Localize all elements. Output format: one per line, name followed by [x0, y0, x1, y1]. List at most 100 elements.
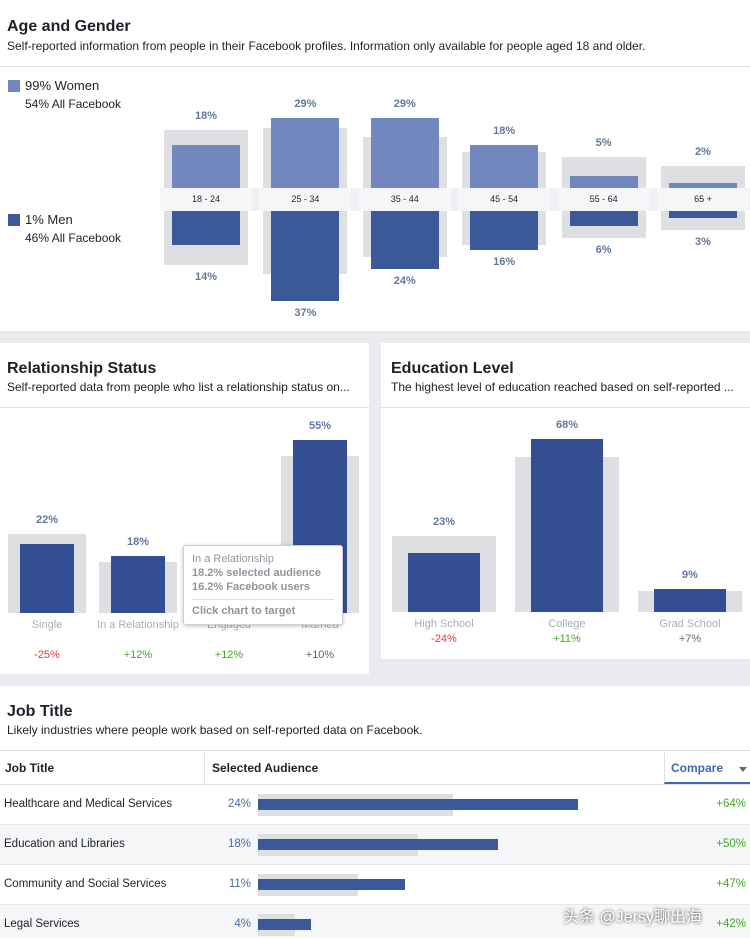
- relationship-tooltip: In a Relationship 18.2% selected audienc…: [183, 545, 343, 625]
- education-compare-label: -24%: [431, 633, 457, 645]
- job-name: Community and Social Services: [4, 878, 167, 890]
- job-title-card: Job Title Likely industries where people…: [0, 686, 750, 938]
- age-axis-cell: [358, 188, 451, 211]
- women-fb-bar: [661, 166, 745, 188]
- job-bar: [258, 839, 498, 850]
- watermark: 头条 @Jersy聊出海: [563, 909, 702, 926]
- men-pct-label: 16%: [493, 255, 516, 268]
- job-compare: +42%: [716, 918, 746, 930]
- women-bar[interactable]: [669, 183, 737, 188]
- relationship-compare-label: +10%: [305, 649, 335, 661]
- relationship-bar[interactable]: [20, 543, 74, 613]
- education-pct-label: 68%: [555, 419, 579, 431]
- women-pct-label: 2%: [695, 146, 711, 159]
- relationship-category-label: Single: [31, 619, 63, 631]
- tooltip-title: In a Relationship: [192, 553, 274, 565]
- tooltip-facebook: 16.2% Facebook users: [192, 581, 311, 593]
- age-gender-divider: [0, 66, 750, 67]
- chevron-down-icon: [739, 767, 747, 772]
- men-bar[interactable]: [370, 211, 439, 270]
- women-pct-label: 29%: [393, 98, 416, 110]
- relationship-card: Relationship Status Self-reported data f…: [0, 343, 369, 674]
- women-legend-label: 99% Women: [25, 78, 100, 93]
- age-label: 18 - 24: [191, 194, 221, 204]
- education-category-label: College: [548, 618, 586, 630]
- relationship-pct-label: 18%: [126, 536, 150, 549]
- men-bar[interactable]: [470, 211, 539, 250]
- job-pct: 18%: [227, 838, 251, 850]
- education-category-label: Grad School: [659, 618, 721, 630]
- men-bar[interactable]: [669, 211, 737, 219]
- education-bar[interactable]: [654, 589, 726, 612]
- row-divider: [0, 904, 750, 905]
- women-bar[interactable]: [569, 175, 638, 188]
- education-subtitle: The highest level of education reached b…: [391, 380, 734, 394]
- job-compare: +64%: [716, 798, 746, 810]
- education-compare-label: +7%: [678, 633, 702, 645]
- tooltip-action: Click chart to target: [192, 605, 296, 617]
- row-divider: [0, 824, 750, 825]
- men-pct-label: 24%: [393, 275, 416, 288]
- women-pct-label: 29%: [294, 98, 317, 110]
- men-legend-label: 1% Men: [25, 212, 73, 227]
- men-bar[interactable]: [172, 211, 240, 246]
- women-bar[interactable]: [172, 144, 240, 188]
- tooltip-selected: 18.2% selected audience: [192, 567, 322, 579]
- relationship-pct-label: 22%: [35, 514, 59, 527]
- age-label: 25 - 34: [291, 194, 320, 204]
- men-pct-label: 14%: [194, 270, 218, 283]
- education-chart[interactable]: 23% High School -24% 68% College +11% 9% Grad S…: [381, 343, 750, 659]
- job-compare: +47%: [716, 878, 746, 890]
- men-legend-sub: 46% All Facebook: [25, 231, 122, 245]
- women-legend-sub: 54% All Facebook: [25, 97, 122, 111]
- age-label: 35 - 44: [390, 194, 419, 204]
- job-title-subtitle: Likely industries where people work base…: [7, 723, 423, 737]
- women-swatch-icon: [8, 80, 20, 92]
- col-header-audience[interactable]: Selected Audience: [212, 761, 319, 775]
- education-compare-label: +11%: [553, 633, 581, 645]
- relationship-compare-label: +12%: [123, 649, 153, 661]
- men-pct-label: 3%: [695, 236, 711, 249]
- age-axis-cell: [557, 188, 650, 211]
- education-divider: [381, 407, 750, 408]
- women-bar[interactable]: [271, 118, 340, 188]
- age-axis-cell: [458, 188, 551, 211]
- men-bar[interactable]: [569, 211, 638, 226]
- education-bar[interactable]: [531, 439, 603, 612]
- job-name: Education and Libraries: [4, 838, 125, 850]
- job-name: Legal Services: [4, 918, 80, 930]
- men-pct-label: 6%: [595, 243, 612, 256]
- education-pct-label: 23%: [432, 515, 456, 528]
- tooltip-separator: [192, 599, 334, 600]
- job-header-divider: [0, 784, 750, 785]
- men-pct-label: 37%: [294, 307, 317, 319]
- women-bar[interactable]: [370, 118, 439, 188]
- col-header-job[interactable]: Job Title: [5, 761, 55, 775]
- table-row[interactable]: Healthcare and Medical Services 24% +64%: [0, 785, 750, 825]
- table-row[interactable]: Legal Services 4% +42%: [0, 905, 750, 938]
- relationship-bar[interactable]: [111, 556, 165, 613]
- education-title: Education Level: [391, 360, 514, 377]
- women-pct-label: 18%: [493, 124, 516, 137]
- table-row[interactable]: Community and Social Services 11% +47%: [0, 865, 750, 905]
- age-gender-chart[interactable]: 18 - 24 18% 14% 25 - 34 29% 37% 35 - 44 29% 24% 4…: [0, 0, 750, 331]
- table-row[interactable]: Education and Libraries 18% +50%: [0, 825, 750, 865]
- age-label: 55 - 64: [589, 194, 618, 204]
- job-title-title: Job Title: [7, 703, 73, 720]
- job-bar: [258, 799, 578, 810]
- col-header-compare: Compare: [671, 761, 724, 775]
- compare-dropdown[interactable]: Compare: [664, 752, 750, 784]
- women-bar[interactable]: [470, 144, 539, 188]
- age-gender-card: Age and Gender Self-reported information…: [0, 0, 750, 331]
- age-label: 65 +: [694, 194, 712, 204]
- relationship-compare-label: -25%: [34, 649, 60, 661]
- job-compare: +50%: [716, 838, 746, 850]
- age-axis-cell: [160, 188, 252, 211]
- row-divider: [0, 864, 750, 865]
- age-gender-title: Age and Gender: [7, 18, 131, 35]
- education-bar[interactable]: [408, 553, 480, 612]
- job-pct: 24%: [227, 798, 251, 810]
- relationship-category-label: In a Relationship: [97, 619, 179, 631]
- men-bar[interactable]: [271, 211, 340, 301]
- women-pct-label: 18%: [194, 110, 218, 123]
